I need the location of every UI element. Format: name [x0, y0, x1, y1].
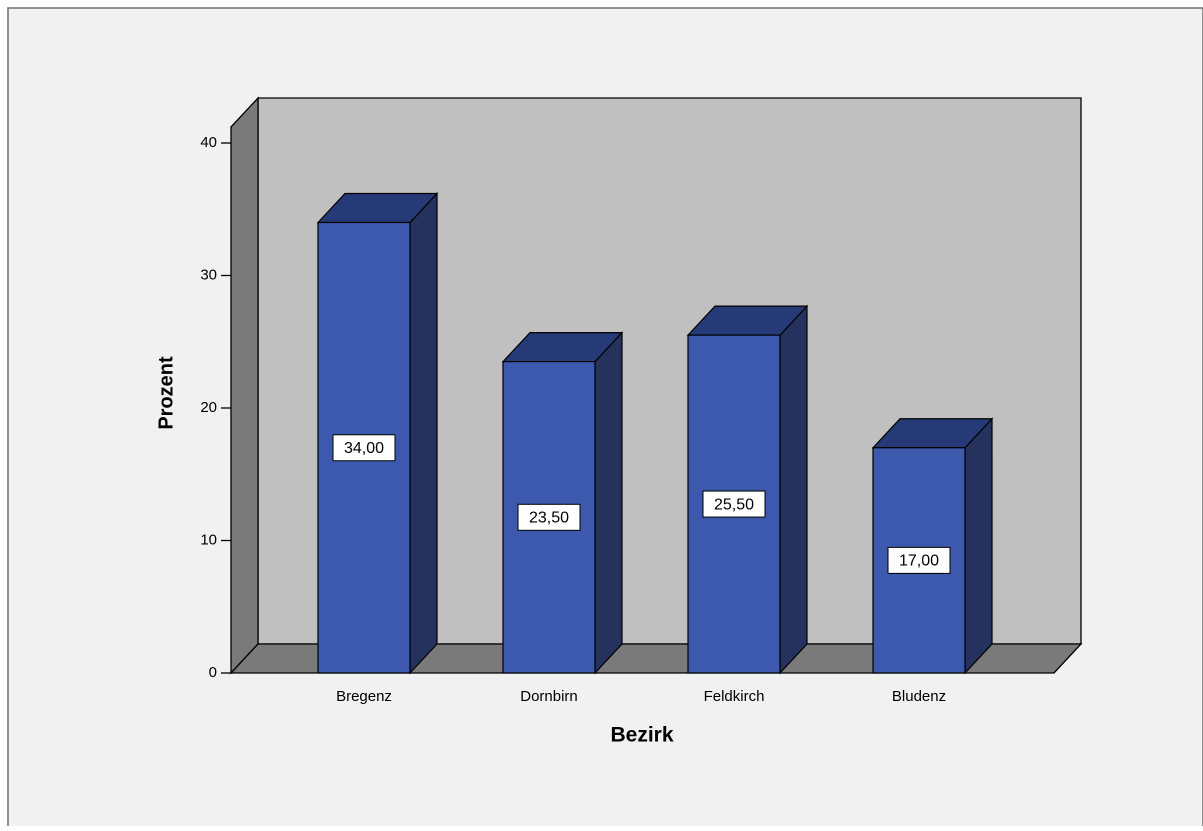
bar-bludenz: 17,00	[871, 417, 994, 675]
data-label: 17,00	[899, 553, 939, 570]
x-tick-label: Dornbirn	[520, 688, 578, 705]
x-tick-label: Bludenz	[892, 688, 946, 705]
data-label-box	[887, 546, 951, 574]
bar-side	[779, 304, 808, 675]
y-tick-label: 0	[209, 664, 217, 681]
y-tick-label: 10	[200, 531, 217, 548]
y-axis-title: Prozent	[155, 356, 177, 430]
data-label-box	[702, 490, 766, 518]
data-label: 25,50	[714, 496, 754, 513]
bar-side	[409, 191, 438, 675]
x-tick-label: Feldkirch	[704, 688, 765, 705]
bar-dornbirn: 23,50	[501, 331, 624, 675]
data-label-box	[517, 503, 581, 531]
side-wall	[230, 96, 259, 675]
x-tick-label: Bregenz	[336, 688, 392, 705]
data-label-box	[332, 434, 396, 462]
data-label: 23,50	[529, 510, 569, 527]
data-label: 34,00	[344, 440, 384, 457]
bars: 34,00 23,50 25,50 17,00	[316, 191, 994, 675]
y-axis-ticks: 0 10 20 30 40	[200, 134, 231, 681]
x-axis-tick-labels: Bregenz Dornbirn Feldkirch Bludenz	[336, 688, 946, 705]
bar-bregenz: 34,00	[316, 191, 439, 675]
y-tick-label: 30	[200, 266, 217, 283]
x-axis-title: Bezirk	[610, 724, 673, 747]
y-tick-label: 40	[200, 134, 217, 151]
bar-side	[964, 417, 993, 675]
bar-side	[594, 331, 623, 675]
y-tick-label: 20	[200, 399, 217, 416]
bar-feldkirch: 25,50	[686, 304, 809, 675]
